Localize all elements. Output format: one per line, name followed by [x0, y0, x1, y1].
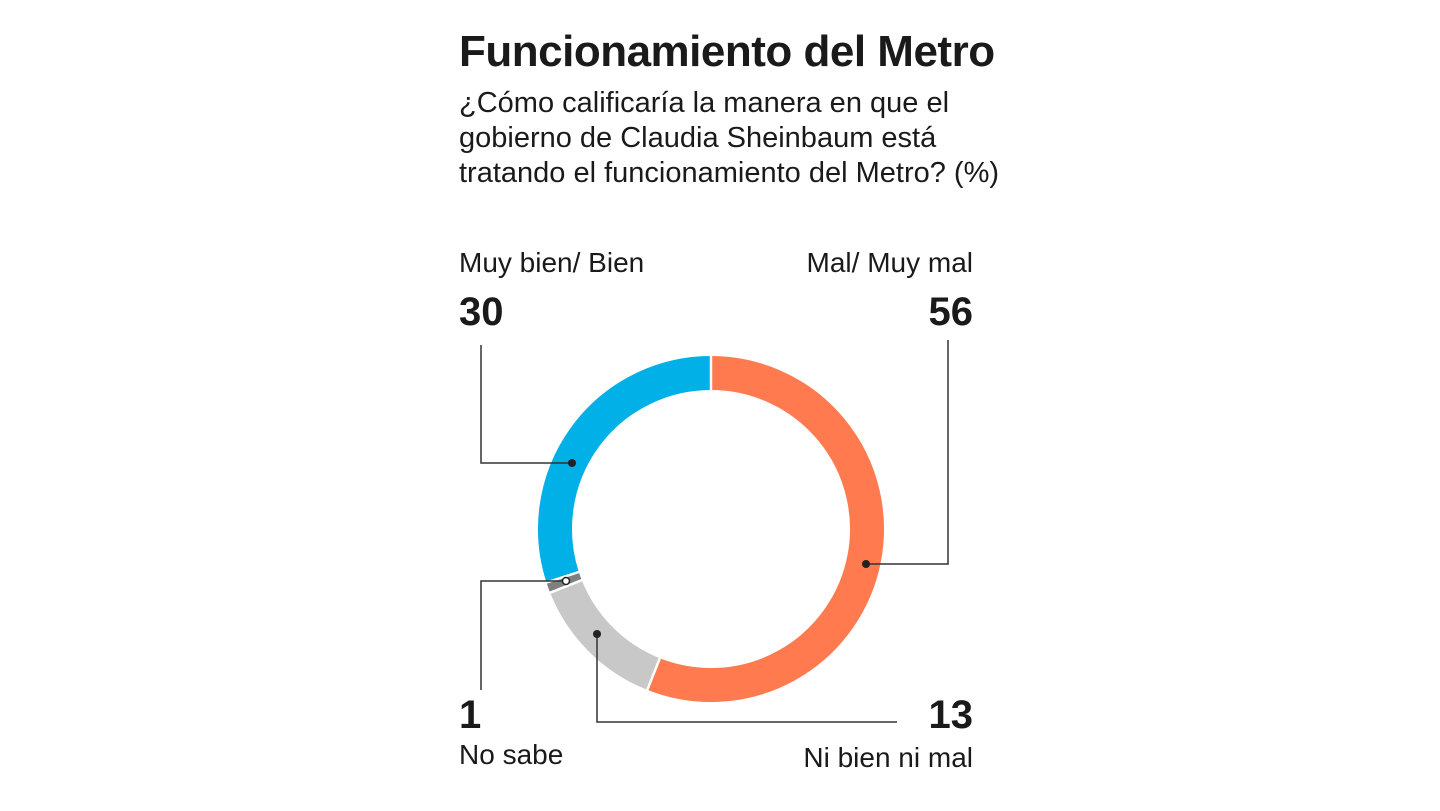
donut-slice-mal-muy-mal: [647, 356, 884, 702]
donut-slice-muy-bien-bien: [538, 356, 712, 583]
value-muy-bien: 30: [459, 290, 504, 334]
slice-separator: [645, 656, 662, 692]
leader-dot-mal: [862, 560, 870, 568]
value-no-sabe: 1: [459, 693, 482, 737]
leader-line-muy-bien: [480, 345, 572, 464]
label-mal: Mal/ Muy mal: [806, 247, 973, 278]
leader-line-ni-bien: [596, 634, 897, 723]
label-muy-bien: Muy bien/ Bien: [459, 247, 645, 278]
label-no-sabe: No sabe: [459, 739, 564, 770]
leader-dot-muy-bien: [568, 459, 576, 467]
donut-slices: [538, 355, 884, 702]
leader-dots: [561, 459, 870, 638]
label-ni-bien: Ni bien ni mal: [803, 742, 973, 773]
donut-slice-ni-bien-ni-mal: [550, 579, 661, 690]
slice-separator: [548, 578, 584, 595]
value-mal: 56: [928, 290, 974, 334]
leader-dot-ni-bien: [593, 630, 601, 638]
value-ni-bien: 13: [928, 693, 974, 737]
chart-subtitle: ¿Cómo calificaría la manera en que el go…: [459, 87, 1000, 189]
chart-title: Funcionamiento del Metro: [459, 27, 995, 76]
leader-line-no-sabe: [480, 580, 566, 690]
leader-lines: [480, 340, 949, 723]
leader-dot-no-sabe: [561, 576, 571, 586]
leader-line-mal: [866, 340, 949, 565]
